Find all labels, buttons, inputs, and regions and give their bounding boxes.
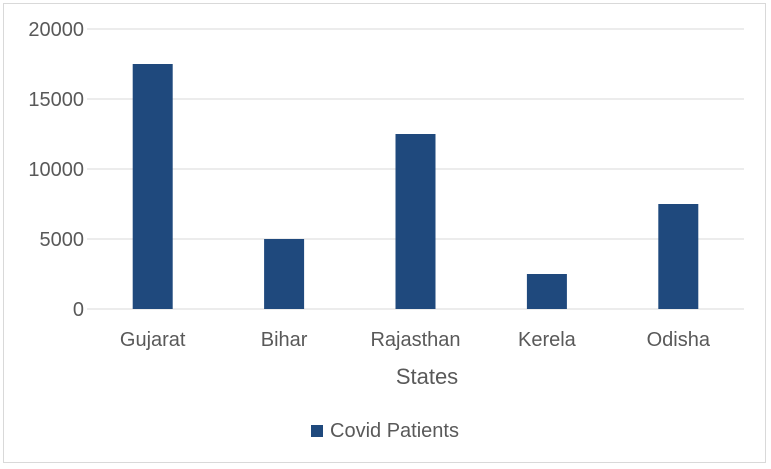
legend-swatch [311,425,323,437]
y-axis-tick-labels: 0 5000 10000 15000 20000 [28,19,84,321]
bar-bihar [264,239,305,309]
x-tick-label: Odisha [647,329,711,351]
y-tick-label: 10000 [28,159,84,181]
x-axis-tick-labels: Gujarat Bihar Rajasthan Kerela Odisha [120,329,711,351]
bar-kerela [526,274,567,309]
bar-chart: 0 5000 10000 15000 20000 Gujarat Bihar Rajasth… [28,19,744,442]
bar-odisha [658,204,699,309]
bar-gujarat [132,64,173,309]
y-tick-label: 0 [73,299,84,321]
x-axis-title: States [396,364,458,389]
legend-label: Covid Patients [330,420,459,442]
y-tick-label: 15000 [28,89,84,111]
legend: Covid Patients [311,420,459,442]
y-tick-label: 20000 [28,19,84,41]
x-tick-label: Gujarat [120,329,186,351]
chart-frame: 0 5000 10000 15000 20000 Gujarat Bihar Rajasth… [3,3,766,463]
bars-group [132,64,699,309]
x-tick-label: Bihar [261,329,308,351]
bar-rajasthan [395,134,436,309]
x-tick-label: Kerela [518,329,577,351]
y-tick-label: 5000 [40,229,85,251]
x-tick-label: Rajasthan [370,329,460,351]
